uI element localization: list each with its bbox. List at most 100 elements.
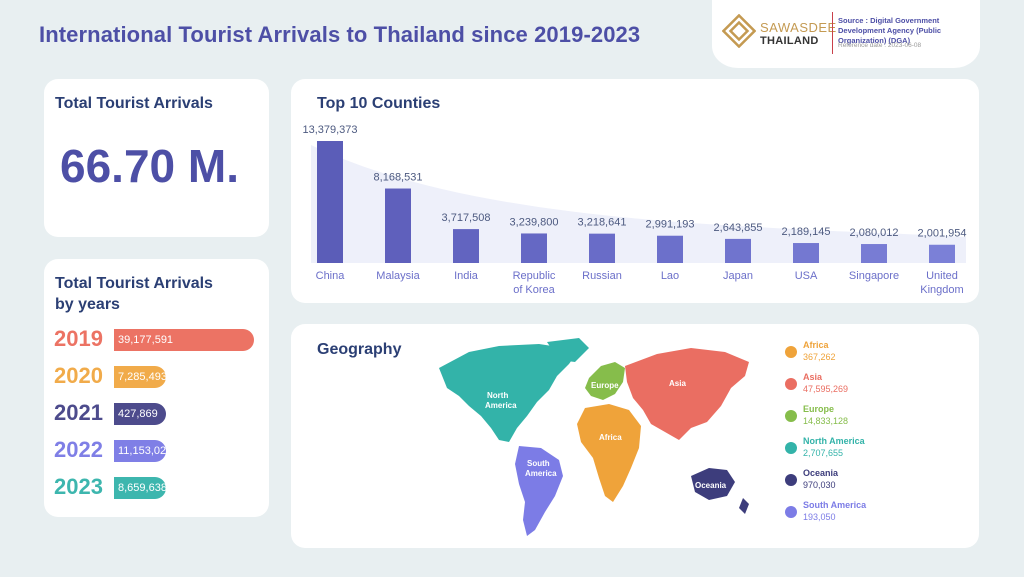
geography-card: Geography North America South America Eu… — [291, 324, 979, 548]
legend-value: 193,050 — [803, 512, 836, 522]
year-label: 2022 — [54, 437, 103, 462]
bar-value-label: 8,168,531 — [374, 172, 423, 184]
years-title-line1: Total Tourist Arrivals — [55, 275, 213, 292]
map-label-europe: Europe — [591, 381, 619, 390]
world-map: North America South America Europe Asia … — [439, 338, 749, 536]
brand-sub: THAILAND — [760, 35, 819, 47]
map-asia — [625, 348, 749, 440]
map-label-africa: Africa — [599, 433, 622, 442]
bar-category-label: Malaysia — [376, 270, 420, 282]
map-south-america — [515, 446, 563, 536]
map-oceania — [691, 468, 735, 500]
year-bar: 8,659,638 — [114, 477, 167, 499]
source-divider — [832, 12, 833, 54]
map-north-america — [439, 344, 579, 442]
legend-swatch — [785, 506, 797, 518]
bar-india — [453, 229, 479, 263]
bar-united-kingdom — [929, 244, 955, 263]
page-title: International Tourist Arrivals to Thaila… — [39, 22, 641, 47]
year-label: 2023 — [54, 474, 103, 499]
top10-card: Top 10 Counties 13,379,373 China 8,168,531… — [291, 79, 979, 303]
brand-name: SAWASDEE — [760, 20, 837, 35]
bar-category-label: Singapore — [849, 270, 899, 282]
bar-category-label: Kingdom — [920, 284, 963, 296]
legend-name: North America — [803, 436, 865, 446]
legend-swatch — [785, 346, 797, 358]
bar-usa — [793, 243, 819, 263]
year-bar: 39,177,591 — [114, 329, 254, 351]
source-text: Source : Digital Government Development … — [838, 16, 942, 45]
legend-name: Asia — [803, 372, 823, 382]
bar-category-label: United — [926, 270, 958, 282]
legend-value: 2,707,655 — [803, 448, 844, 458]
bar-category-label: China — [316, 270, 346, 282]
bar-category-label: India — [454, 270, 479, 282]
bar-value-label: 3,717,508 — [442, 212, 491, 224]
legend-value: 970,030 — [803, 480, 836, 490]
year-label: 2021 — [54, 400, 103, 425]
bar-singapore — [861, 244, 887, 263]
year-label: 2019 — [54, 326, 103, 351]
bar-republic-of-korea — [521, 233, 547, 263]
year-value: 7,285,493 — [118, 371, 167, 383]
year-value: 8,659,638 — [118, 482, 167, 494]
year-value: 427,869 — [118, 408, 158, 420]
legend-swatch — [785, 442, 797, 454]
legend-swatch — [785, 378, 797, 390]
bar-value-label: 2,991,193 — [646, 219, 695, 231]
map-europe — [585, 362, 625, 400]
map-label-south-america-2: America — [525, 469, 557, 478]
legend-swatch — [785, 474, 797, 486]
bar-category-label: Republic — [513, 270, 556, 282]
year-bar: 427,869 — [114, 403, 166, 425]
years-title: Total Tourist Arrivals by years — [55, 273, 213, 315]
bar-value-label: 2,189,145 — [782, 226, 831, 238]
brand-logo-icon — [722, 14, 756, 48]
legend-value: 14,833,128 — [803, 416, 849, 426]
map-new-zealand — [739, 498, 749, 514]
top10-bar-chart: 13,379,373 China 8,168,531 Malaysia 3,717,50… — [302, 124, 967, 296]
legend-value: 367,262 — [803, 352, 836, 362]
legend-swatch — [785, 410, 797, 422]
bar-category-label: Lao — [661, 270, 679, 282]
map-label-north-america: North — [487, 391, 508, 400]
bar-category-label: USA — [795, 270, 818, 282]
map-africa — [577, 404, 641, 502]
geography-legend: Africa 367,262 Asia 47,595,269 Europe 14,833,… — [785, 340, 895, 540]
bar-category-label: of Korea — [513, 284, 555, 296]
geography-title: Geography — [317, 341, 402, 358]
bar-value-label: 2,643,855 — [714, 222, 763, 234]
year-value: 39,177,591 — [118, 334, 174, 346]
map-greenland — [547, 338, 589, 362]
bar-category-label: Japan — [723, 270, 753, 282]
year-value: 11,153,026 — [118, 445, 173, 457]
bar-lao — [657, 235, 683, 263]
total-value: 66.70 M. — [60, 140, 239, 192]
bar-category-label: Russian — [582, 270, 622, 282]
legend-name: South America — [803, 500, 867, 510]
bar-value-label: 3,218,641 — [578, 217, 627, 229]
years-title-line2: by years — [55, 296, 120, 313]
reference-date: Reference date : 2023-06-08 — [838, 42, 922, 49]
bar-value-label: 13,379,373 — [302, 124, 357, 136]
total-card: Total Tourist Arrivals 66.70 M. — [44, 79, 269, 237]
bar-malaysia — [385, 188, 411, 263]
bar-china — [317, 141, 343, 263]
bar-value-label: 2,001,954 — [918, 228, 967, 240]
legend-value: 47,595,269 — [803, 384, 849, 394]
legend-name: Africa — [803, 340, 829, 350]
map-label-oceania: Oceania — [695, 481, 727, 490]
bar-value-label: 3,239,800 — [510, 216, 559, 228]
year-bar: 7,285,493 — [114, 366, 167, 388]
map-label-asia: Asia — [669, 379, 686, 388]
legend-name: Oceania — [803, 468, 839, 478]
bar-japan — [725, 238, 751, 263]
map-label-south-america: South — [527, 459, 550, 468]
map-label-north-america-2: America — [485, 401, 517, 410]
year-bar: 11,153,026 — [114, 440, 172, 462]
year-label: 2020 — [54, 363, 103, 388]
bar-value-label: 2,080,012 — [850, 227, 899, 239]
legend-name: Europe — [803, 404, 835, 414]
years-card: Total Tourist Arrivals by years 2019 39,1… — [44, 259, 269, 517]
bar-russian — [589, 233, 615, 263]
